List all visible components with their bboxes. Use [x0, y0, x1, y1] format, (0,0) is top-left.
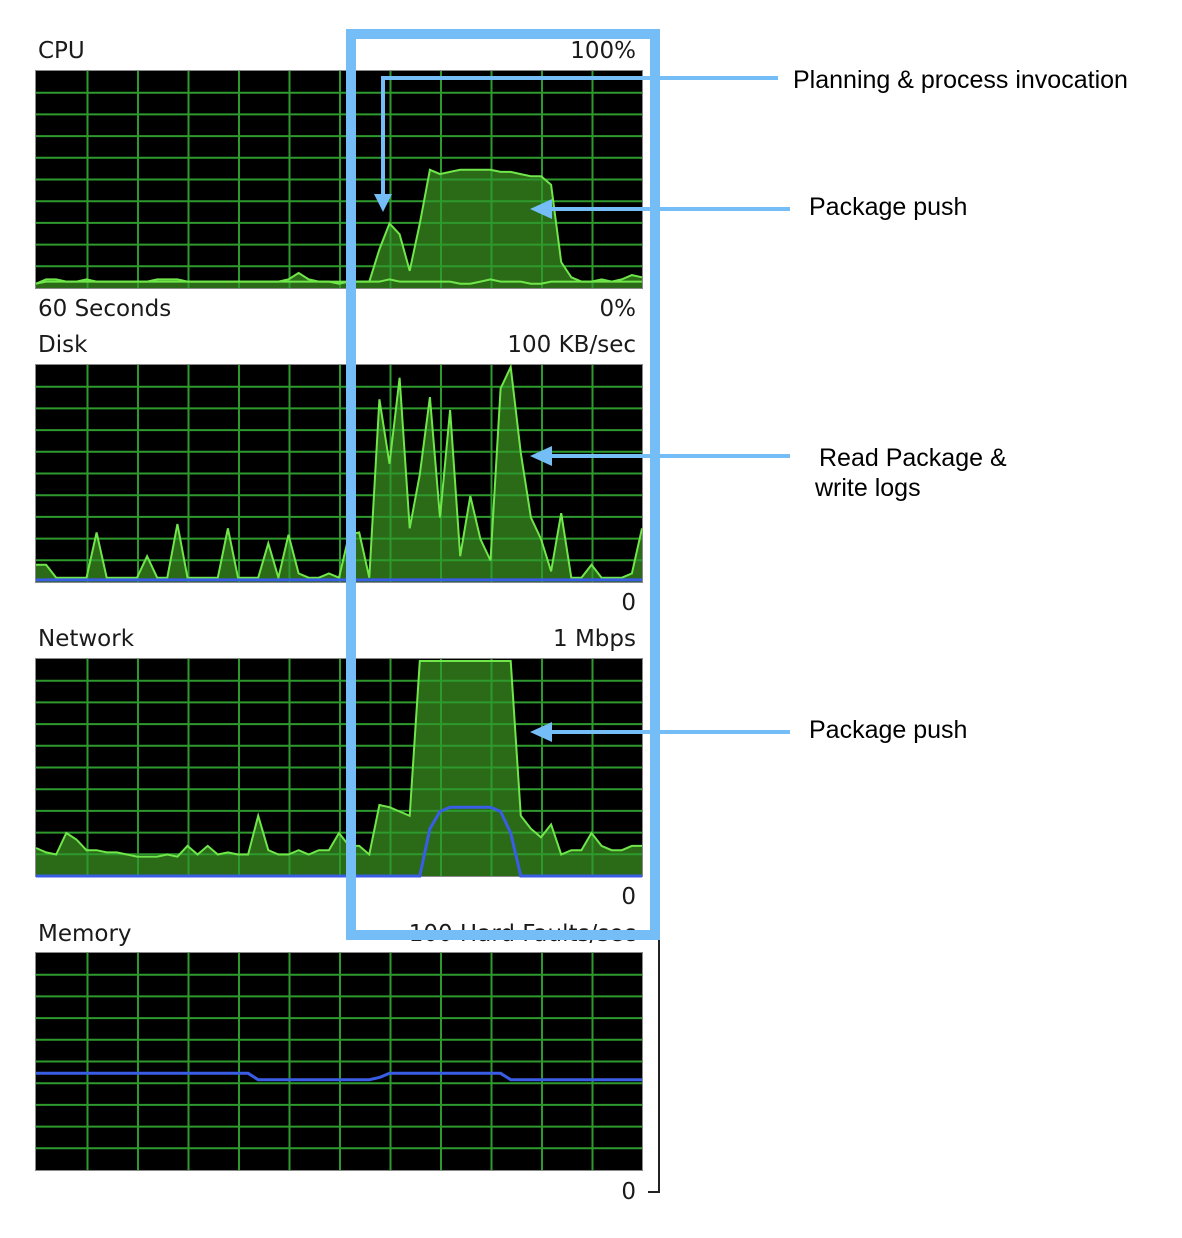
disk-chart [35, 363, 643, 583]
annotation-package-push-cpu: Package push [809, 193, 967, 221]
disk-line-0 [36, 363, 643, 582]
arrowhead-package-push-cpu [530, 199, 552, 219]
network-series-line-1 [36, 805, 642, 878]
annotation-read-package-line2: write logs [814, 474, 921, 502]
disk-top-label: 100 KB/sec [507, 332, 636, 358]
network-top-label: 1 Mbps [553, 626, 636, 652]
annotation-read-package-line1: Read Package & [819, 444, 1007, 472]
disk-grid [36, 365, 642, 582]
network-chart [35, 658, 643, 878]
arrowhead-read-package [530, 446, 552, 466]
arrowhead-package-push-network [530, 722, 552, 742]
cpu-top-label: 100% [570, 38, 636, 64]
network-grid [36, 659, 642, 876]
disk-bottom-label: 0 [621, 590, 636, 616]
memory-grid [36, 953, 642, 1170]
cpu-title: CPU [38, 38, 85, 64]
cpu-bottom-label: 0% [600, 296, 637, 322]
cpu-line-1 [35, 168, 642, 285]
network-bottom-label: 0 [621, 884, 636, 910]
annotation-arrows [374, 76, 790, 742]
cpu-time-label: 60 Seconds [38, 296, 171, 322]
network-title: Network [38, 626, 135, 652]
memory-title: Memory [38, 921, 132, 947]
pane-border [648, 940, 660, 1193]
cpu-grid [36, 71, 642, 288]
annotation-planning: Planning & process invocation [793, 66, 1128, 94]
annotation-package-push-network: Package push [809, 716, 967, 744]
cpu-chart [35, 70, 643, 289]
network-line-0 [35, 660, 642, 858]
memory-series-line-0 [36, 1071, 642, 1082]
disk-title: Disk [38, 332, 88, 358]
arrowhead-planning [374, 194, 392, 212]
arrow-planning [381, 76, 778, 196]
memory-chart [35, 952, 643, 1171]
highlight-rectangle [346, 29, 660, 940]
memory-bottom-label: 0 [621, 1179, 636, 1205]
